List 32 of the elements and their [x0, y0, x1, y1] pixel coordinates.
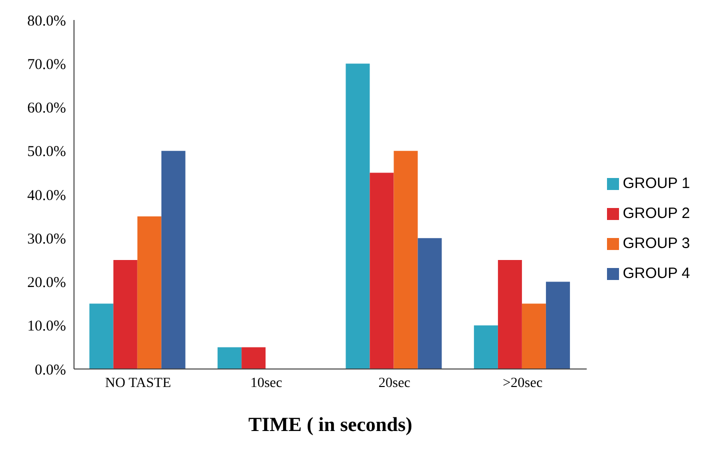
x-tick-label: 20sec [378, 376, 410, 391]
bar [242, 347, 266, 369]
legend-label: GROUP 3 [622, 234, 690, 252]
y-tick-label: 50.0% [27, 144, 66, 160]
x-tick-label: >20sec [502, 376, 543, 391]
legend-label: GROUP 4 [622, 264, 690, 282]
bar [89, 304, 114, 369]
bar [137, 216, 162, 369]
y-tick-label: 80.0% [27, 13, 66, 30]
y-tick-label: 0.0% [34, 362, 66, 378]
y-tick-label: 60.0% [27, 100, 66, 117]
y-tick-label: 30.0% [27, 231, 66, 248]
bar [522, 304, 546, 369]
x-tick-label: NO TASTE [105, 376, 172, 391]
bar [113, 260, 138, 369]
bar [418, 238, 442, 369]
y-tick-label: 70.0% [27, 56, 66, 73]
x-tick-label: 10sec [250, 376, 282, 391]
bar [394, 150, 418, 369]
bar [161, 150, 186, 369]
y-tick-label: 40.0% [27, 188, 66, 204]
x-axis-title: TIME ( in seconds) [248, 414, 412, 436]
bar [498, 260, 522, 369]
bar [370, 172, 394, 369]
y-tick-label: 10.0% [27, 318, 66, 335]
bar [346, 64, 370, 369]
bar [218, 347, 242, 369]
bar [474, 325, 498, 369]
legend-label: GROUP 2 [622, 204, 690, 222]
bar [546, 282, 570, 369]
y-tick-label: 20.0% [27, 275, 66, 292]
legend-label: GROUP 1 [622, 174, 690, 192]
